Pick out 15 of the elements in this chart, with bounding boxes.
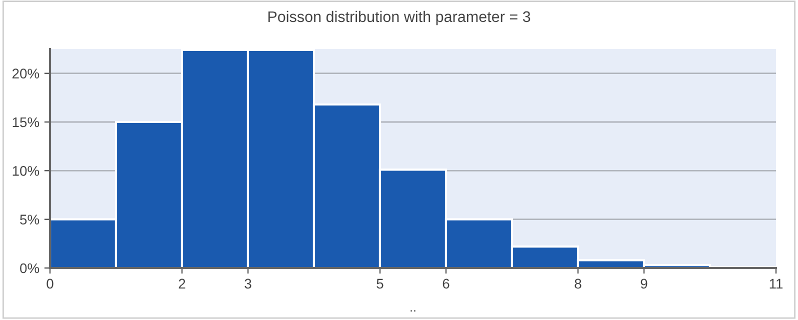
x-tick-label: 3 (244, 278, 252, 289)
x-tick-label: 6 (442, 278, 450, 289)
y-tick-label: 0% (20, 263, 40, 274)
y-tick-label: 20% (12, 68, 40, 79)
y-tick-label: 15% (12, 117, 40, 128)
x-tick-label: 8 (574, 278, 582, 289)
x-tick-label: 2 (178, 278, 186, 288)
x-tick-label: 11 (770, 278, 783, 288)
x-tick-label: 9 (640, 278, 648, 289)
x-tick-label: 5 (376, 278, 384, 289)
x-tick-label: 0 (46, 278, 54, 289)
y-tick-label: 10% (12, 166, 40, 176)
y-tick-label: 5% (20, 214, 40, 225)
x-axis-title: .. (410, 310, 416, 312)
chart-title: Poisson distribution with parameter = 3 (268, 10, 530, 26)
